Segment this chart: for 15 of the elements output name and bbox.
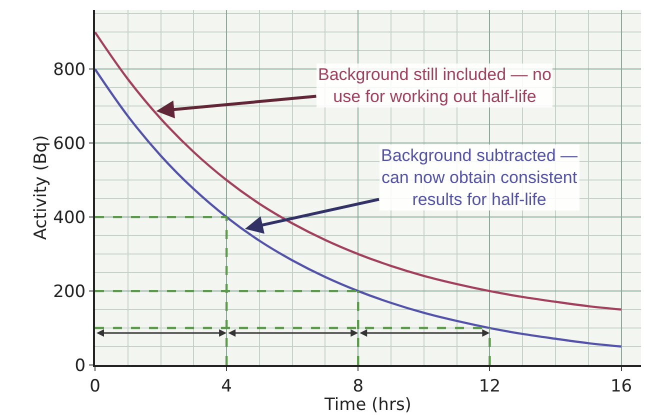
y-tick-label: 600 — [53, 134, 86, 154]
y-tick-label: 0 — [74, 356, 86, 376]
x-tick-label: 8 — [352, 376, 364, 396]
x-tick-label: 12 — [478, 376, 501, 396]
x-axis-title: Time (hrs) — [324, 395, 412, 415]
y-tick-label: 800 — [53, 60, 86, 80]
annotation: Background subtracted — can now obtain consistent results for half-life — [381, 146, 578, 210]
x-tick-label: 0 — [90, 376, 100, 396]
annotation: Background still included — no use for working out half-life — [318, 65, 552, 106]
y-axis-title: Activity (Bq) — [31, 135, 52, 240]
x-tick-label: 16 — [610, 376, 632, 396]
y-tick-label: 400 — [53, 208, 86, 228]
y-tick-label: 200 — [53, 282, 86, 302]
x-tick-label: 4 — [221, 376, 232, 396]
line-series — [95, 31, 622, 311]
